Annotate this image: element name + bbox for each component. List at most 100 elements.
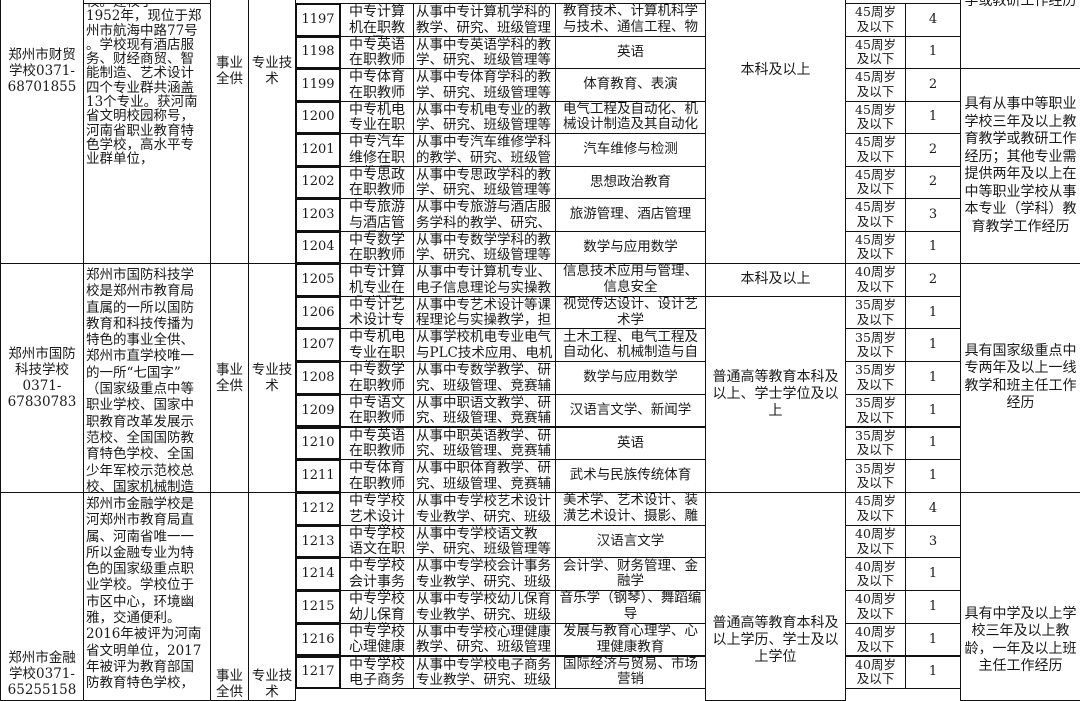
major-requirement-cell-text: 信息技术应用与管理、信息安全 [563, 263, 698, 295]
post-number-cell: 1199 [295, 68, 341, 102]
post-category-cell: 专业技术 [248, 263, 296, 493]
post-number-cell-text: 1212 [301, 500, 335, 516]
post-name-cell: 中专汽车维修在职教师 [340, 133, 414, 167]
post-duty-cell-text: 从事中专数学教学、研究、班级管理、竞赛辅 [416, 362, 551, 394]
post-name-cell: 中专学校艺术设计专业 [340, 492, 414, 526]
age-requirement-cell-text: 40周岁及以下 [855, 264, 896, 294]
post-duty-cell: 从事中专学校语文教学、研究、班级管理等 [413, 524, 556, 559]
post-name-cell: 中专计算机在职教师 [340, 3, 414, 37]
post-number-cell-text: 1198 [301, 44, 335, 60]
post-duty-cell-text: 从事中专旅游与酒店服务学科的教学、研究、 [416, 199, 551, 231]
post-duty-cell: 从事中职体育教学、研究、班级管理、竞赛辅 [413, 459, 556, 493]
post-duty-cell: 从事中专机电专业的教学、研究、班级管理等 [413, 100, 556, 134]
post-number-cell: 1200 [295, 100, 341, 134]
post-name-cell-text: 中专学校电子商务专业 [349, 656, 405, 688]
age-requirement-cell: 40周岁及以下 [845, 655, 906, 690]
post-name-cell: 中专学校心理健康课在 [340, 622, 414, 657]
headcount-cell: 4 [905, 492, 961, 526]
headcount-cell: 4 [905, 3, 961, 37]
post-name-cell: 中专计艺术设计专业 [340, 295, 414, 330]
post-name-cell: 中专思政在职教师 [340, 165, 414, 199]
post-number-cell: 1201 [295, 133, 341, 167]
post-number-cell: 1211 [295, 459, 341, 493]
post-number-cell: 1212 [295, 492, 341, 526]
headcount-cell-text: 4 [928, 11, 938, 27]
post-number-cell: 1198 [295, 35, 341, 69]
major-requirement-cell: 体育教育、表演 [555, 68, 706, 102]
headcount-cell-text: 1 [928, 598, 938, 614]
post-name-cell-text: 中专计算机在职教师 [349, 4, 405, 36]
major-requirement-cell-text: 电气工程及自动化、机械设计制造及其自动化 [563, 100, 698, 133]
age-requirement-cell-text: 35周岁及以下 [855, 460, 896, 491]
post-duty-cell-text: 从事中专汽车维修学科的教学、研究、班级管 [416, 134, 551, 166]
headcount-cell: 1 [905, 426, 961, 461]
age-requirement-cell-text: 35周岁及以下 [855, 329, 896, 360]
post-duty-cell: 从事中专数学教学、研究、班级管理、竞赛辅 [413, 361, 556, 395]
funding-type-cell-text: 事业全供 [216, 668, 243, 700]
headcount-cell: 1 [905, 230, 961, 264]
post-number-cell: 1217 [295, 655, 341, 690]
post-name-cell-text: 中专英语在职教师 [349, 427, 405, 459]
headcount-cell-text: 1 [928, 369, 938, 385]
post-number-cell-text: 1213 [301, 533, 335, 549]
post-number-cell: 1213 [295, 524, 341, 559]
age-requirement-cell-text: 40周岁及以下 [855, 558, 896, 589]
school-description-cell: 校。建校于 1952年，现位于郑 州市航海中路77号 。学校现有酒店服 务、财经… [83, 3, 211, 266]
post-duty-cell-text: 从事中专英语学科的教学、研究、班级管理等 [416, 36, 551, 68]
other-requirements-cell-text: 学或教研工作经历 [964, 0, 1077, 9]
age-requirement-cell: 45周岁及以下 [845, 165, 906, 199]
headcount-cell: 2 [905, 68, 961, 102]
post-name-cell: 中专机电专业在职教师 [340, 100, 414, 134]
age-requirement-cell-text: 45周岁及以下 [855, 166, 896, 197]
post-number-cell: 1206 [295, 295, 341, 330]
post-duty-cell: 从事中专学校幼儿保育专业教学、研究、班级 [413, 590, 556, 624]
post-duty-cell: 从事中专数学学科的教学、研究、班级管理等 [413, 230, 556, 264]
headcount-cell-text: 1 [928, 664, 938, 680]
other-requirements-cell-text: 具有国家级重点中专两年及以上一线教学和班主任工作经历 [964, 342, 1077, 412]
post-name-cell: 中专学校会计事务专业 [340, 557, 414, 592]
age-requirement-cell-text: 35周岁及以下 [855, 395, 896, 425]
funding-type-cell-text: 事业全供 [216, 54, 243, 87]
major-requirement-cell-text: 教育技术、计算机科学与技术、通信工程、物 [563, 3, 698, 35]
post-name-cell: 中专英语在职教师 [340, 426, 414, 461]
post-name-cell-text: 中专体育在职教师 [349, 460, 405, 492]
post-number-cell: 1205 [295, 263, 341, 297]
major-requirement-cell: 汉语言文学 [555, 524, 706, 559]
major-requirement-cell: 信息技术应用与管理、信息安全 [555, 263, 706, 297]
major-requirement-cell-text: 旅游管理、酒店管理 [569, 206, 692, 222]
post-category-cell-text: 专业技术 [251, 362, 293, 394]
headcount-cell: 1 [905, 361, 961, 395]
post-number-cell-text: 1216 [301, 631, 335, 647]
post-duty-cell-text: 从事中专机电专业的教学、研究、班级管理等 [416, 101, 551, 133]
post-number-cell-text: 1211 [301, 468, 335, 484]
post-name-cell-text: 中专英语在职教师 [349, 36, 405, 68]
post-name-cell: 中专学校语文在职教师 [340, 524, 414, 559]
post-number-cell-text: 1210 [301, 435, 335, 451]
headcount-cell-text: 1 [928, 566, 938, 582]
headcount-cell-text: 1 [928, 239, 938, 255]
major-requirement-cell: 思想政治教育 [555, 165, 706, 199]
major-requirement-cell-text: 会计学、财务管理、金融学 [563, 557, 698, 590]
age-requirement-cell-text: 40周岁及以下 [855, 624, 896, 654]
post-number-cell: 1197 [295, 3, 341, 37]
post-duty-cell: 从事中专艺术设计等课程理论与实操教学，担 [413, 295, 556, 330]
post-number-cell-text: 1197 [301, 11, 335, 27]
major-requirement-cell: 音乐学（钢琴）、舞蹈编导 [555, 590, 706, 624]
school-description-cell-text: 校。建校于 1952年，现位于郑 州市航海中路77号 。学校现有酒店服 务、财经… [86, 4, 202, 168]
post-name-cell-text: 中专旅游与酒店管理在 [349, 199, 405, 231]
headcount-cell: 1 [905, 459, 961, 493]
major-requirement-cell-text: 武术与民族传统体育 [569, 467, 692, 484]
post-duty-cell: 从事中专计算机学科的教学、研究、班级管理 [413, 3, 556, 37]
headcount-cell: 2 [905, 165, 961, 199]
major-requirement-cell: 数学与应用数学 [555, 230, 706, 264]
post-duty-cell-text: 从事中专思政学科的教学、研究、班级管理等 [416, 166, 551, 198]
post-category-cell: 专业技术 [248, 492, 296, 701]
post-duty-cell-text: 从事中职英语教学、研究、班级管理、竞赛辅 [416, 427, 551, 459]
age-requirement-cell: 35周岁及以下 [845, 361, 906, 395]
headcount-cell-text: 1 [928, 402, 938, 418]
post-duty-cell: 从事中专计算机专业、电子信息理论与实操教 [413, 263, 556, 297]
major-requirement-cell-text: 美术学、艺术设计、装潢艺术设计、摄影、雕 [563, 492, 698, 524]
post-name-cell: 中专机电专业在职教师 [340, 328, 414, 363]
funding-type-cell: 事业全供 [210, 492, 249, 701]
headcount-cell: 3 [905, 524, 961, 559]
